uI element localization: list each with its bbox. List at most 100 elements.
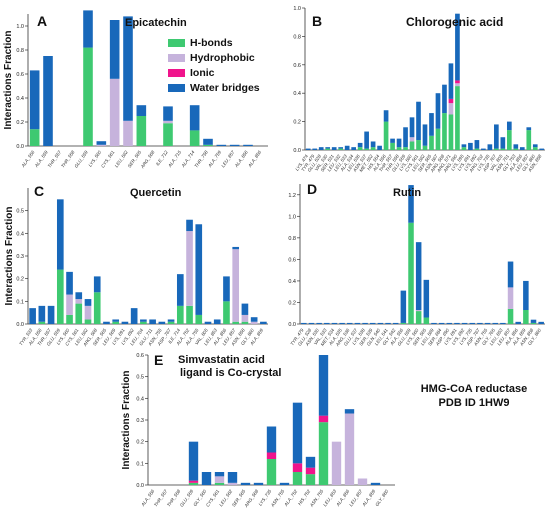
bar-segment-h-bonds-21 bbox=[442, 113, 447, 150]
bar-segment-h-bonds-13 bbox=[390, 142, 395, 150]
bar-segment-water-bridges-22 bbox=[232, 246, 240, 250]
bar-segment-water-bridges-13 bbox=[149, 319, 156, 324]
y-tick-label: 0.6 bbox=[288, 257, 296, 263]
y-tick-label: 1.0 bbox=[16, 24, 24, 30]
bar-segment-water-bridges-11 bbox=[385, 322, 391, 324]
bar-segment-water-bridges-33 bbox=[519, 147, 525, 150]
y-tick-label: 0.0 bbox=[136, 483, 144, 489]
y-tick-label: 0.6 bbox=[16, 72, 24, 78]
bar-segment-water-bridges-12 bbox=[140, 319, 147, 322]
bar-segment-water-bridges-8 bbox=[136, 105, 147, 116]
bar-segment-h-bonds-0 bbox=[29, 129, 40, 146]
legend-swatch-ionic bbox=[168, 69, 185, 77]
bar-segment-h-bonds-5 bbox=[338, 148, 344, 150]
bar-segment-h-bonds-10 bbox=[370, 147, 376, 150]
bar-segment-ionic-23 bbox=[455, 80, 460, 84]
panel-title: Chlorogenic acid bbox=[406, 15, 503, 29]
bar-segment-water-bridges-16 bbox=[423, 279, 430, 318]
bar-segment-water-bridges-31 bbox=[538, 321, 544, 324]
bar-segment-water-bridges-6 bbox=[84, 299, 92, 306]
annotation-line-2: PDB ID 1HW9 bbox=[438, 397, 510, 409]
bar-segment-hydrophobic-16 bbox=[409, 137, 415, 142]
bar-segment-water-bridges-9 bbox=[364, 131, 369, 149]
bar-segment-h-bonds-17 bbox=[416, 140, 421, 150]
bar-segment-water-bridges-23 bbox=[241, 303, 249, 315]
bar-segment-water-bridges-23 bbox=[455, 13, 460, 81]
bar-segment-hydrophobic-4 bbox=[66, 294, 73, 315]
bar-segment-h-bonds-10 bbox=[163, 123, 173, 146]
bar-segment-water-bridges-27 bbox=[507, 261, 514, 288]
bar-segment-water-bridges-4 bbox=[66, 271, 73, 295]
bar-segment-water-bridges-9 bbox=[369, 322, 376, 324]
bar-segment-water-bridges-19 bbox=[446, 322, 453, 324]
chart-panels: 0.00.20.40.60.81.0ALA_556ALA_559THR_557T… bbox=[3, 6, 545, 509]
bar-segment-h-bonds-27 bbox=[507, 308, 514, 324]
bar-segment-water-bridges-12 bbox=[305, 456, 316, 468]
bar-segment-h-bonds-8 bbox=[136, 116, 147, 146]
y-tick-label: 1.0 bbox=[293, 6, 301, 12]
bar-segment-water-bridges-3 bbox=[325, 147, 331, 149]
y-tick-label: 0.2 bbox=[16, 120, 24, 126]
x-tick-label: ALA_752 bbox=[283, 488, 299, 508]
bar-segment-water-bridges-14 bbox=[408, 185, 414, 223]
y-tick-label: 0.6 bbox=[293, 63, 301, 69]
bar-segment-ionic-3 bbox=[188, 480, 199, 483]
bar-segment-water-bridges-26 bbox=[500, 322, 506, 324]
bar-segment-h-bonds-8 bbox=[357, 147, 363, 150]
bar-segment-water-bridges-20 bbox=[454, 322, 460, 324]
panel-title: Rutin bbox=[393, 187, 421, 199]
bar-segment-h-bonds-29 bbox=[523, 310, 529, 324]
bar-segment-water-bridges-22 bbox=[469, 322, 476, 324]
bar-segment-water-bridges-3 bbox=[324, 322, 330, 324]
bar-segment-water-bridges-29 bbox=[523, 280, 529, 310]
bar-segment-water-bridges-28 bbox=[515, 321, 521, 324]
bar-segment-hydrophobic-6 bbox=[109, 78, 120, 146]
bar-segment-water-bridges-1 bbox=[38, 305, 46, 322]
bar-segment-hydrophobic-10 bbox=[163, 120, 173, 124]
bar-segment-water-bridges-11 bbox=[377, 145, 382, 150]
bar-segment-h-bonds-15 bbox=[167, 321, 175, 324]
bar-segment-h-bonds-3 bbox=[56, 269, 64, 324]
legend-swatch-h-bonds bbox=[168, 39, 185, 47]
bar-segment-water-bridges-17 bbox=[431, 322, 437, 324]
bar-segment-water-bridges-17 bbox=[416, 101, 421, 141]
panel-letter: A bbox=[37, 13, 47, 29]
bar-segment-h-bonds-22 bbox=[232, 321, 240, 324]
bar-segment-water-bridges-25 bbox=[468, 142, 473, 150]
legend-label-water-bridges: Water bridges bbox=[190, 82, 260, 94]
bar-segment-water-bridges-21 bbox=[442, 84, 447, 114]
bar-segment-water-bridges-2 bbox=[47, 305, 55, 324]
bar-segment-h-bonds-26 bbox=[474, 148, 480, 150]
bar-segment-water-bridges-6 bbox=[109, 20, 120, 79]
bar-segment-h-bonds-12 bbox=[383, 121, 389, 150]
bar-segment-water-bridges-10 bbox=[121, 321, 129, 324]
bar-segment-h-bonds-7 bbox=[93, 292, 101, 324]
bar-segment-hydrophobic-17 bbox=[186, 231, 193, 306]
bar-segment-h-bonds-31 bbox=[506, 130, 512, 150]
y-axis-label: Interactions Fraction bbox=[3, 31, 14, 130]
bar-segment-water-bridges-2 bbox=[316, 322, 322, 324]
bar-segment-h-bonds-3 bbox=[325, 148, 331, 150]
bar-segment-water-bridges-17 bbox=[186, 219, 193, 232]
bar-segment-water-bridges-16 bbox=[409, 117, 415, 138]
bar-segment-water-bridges-5 bbox=[339, 322, 345, 324]
y-tick-label: 0.1 bbox=[16, 299, 24, 305]
bar-segment-water-bridges-1 bbox=[308, 322, 315, 324]
bar-segment-water-bridges-30 bbox=[500, 137, 506, 149]
bar-segment-water-bridges-4 bbox=[83, 10, 93, 48]
bar-segment-ionic-12 bbox=[305, 467, 316, 475]
bar-segment-h-bonds-32 bbox=[513, 148, 519, 150]
bar-segment-water-bridges-8 bbox=[253, 482, 264, 485]
y-tick-label: 0.5 bbox=[136, 375, 144, 381]
panel-letter: D bbox=[307, 181, 317, 197]
bar-segment-water-bridges-14 bbox=[158, 321, 166, 324]
bar-segment-water-bridges-8 bbox=[357, 142, 363, 148]
bar-segment-water-bridges-13 bbox=[390, 138, 395, 143]
y-tick-label: 0.8 bbox=[293, 34, 301, 40]
bar-segment-water-bridges-11 bbox=[130, 308, 138, 324]
bar-segment-water-bridges-20 bbox=[213, 319, 221, 324]
bar-segment-h-bonds-30 bbox=[530, 322, 537, 324]
panel-letter: E bbox=[154, 352, 163, 368]
y-tick-label: 1.0 bbox=[288, 214, 296, 220]
panel-title: Simvastatin acid bbox=[178, 354, 265, 366]
